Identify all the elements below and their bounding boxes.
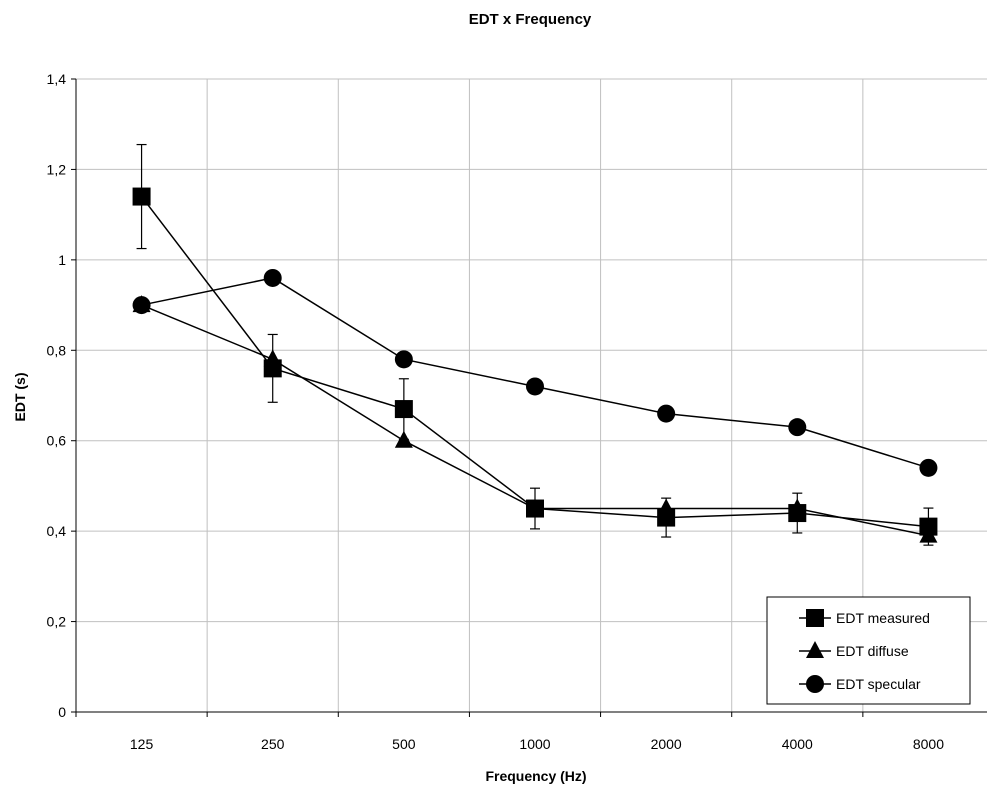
legend-label: EDT diffuse — [836, 643, 909, 659]
data-point — [263, 359, 282, 378]
data-point — [526, 499, 544, 518]
data-point — [657, 404, 676, 423]
data-point — [394, 400, 413, 419]
legend-marker — [806, 641, 824, 658]
x-tick-label: 8000 — [913, 736, 944, 752]
x-tick-label: 4000 — [782, 736, 813, 752]
y-tick-label: 0,6 — [47, 433, 67, 449]
y-tick-label: 0 — [58, 704, 66, 720]
legend-label: EDT specular — [836, 676, 921, 692]
y-tick-label: 1,4 — [47, 71, 67, 87]
y-axis-title: EDT (s) — [12, 373, 28, 422]
series-edt-measured — [132, 143, 938, 546]
y-tick-label: 0,8 — [47, 342, 67, 358]
data-point — [132, 295, 151, 313]
grid — [76, 78, 987, 712]
legend-item: EDT diffuse — [799, 641, 909, 659]
y-ticks: 0 0,2 0,4 0,6 0,8 1 1,2 1,4 — [47, 71, 76, 720]
x-tick-label: 250 — [261, 736, 285, 752]
x-tick-label: 2000 — [651, 736, 682, 752]
legend: EDT measured EDT diffuse EDT specular — [766, 596, 971, 705]
legend-item: EDT measured — [799, 609, 930, 627]
data-point — [788, 418, 807, 437]
y-tick-label: 1 — [58, 252, 66, 268]
data-point — [263, 268, 282, 287]
x-tick-label: 125 — [130, 736, 154, 752]
data-point — [526, 377, 544, 396]
y-tick-label: 1,2 — [47, 161, 67, 177]
axes — [75, 79, 987, 713]
legend-item: EDT specular — [799, 675, 921, 693]
series — [132, 143, 938, 546]
data-point — [394, 350, 413, 369]
y-tick-label: 0,4 — [47, 523, 67, 539]
legend-marker — [806, 675, 824, 693]
x-axis-title: Frequency (Hz) — [485, 768, 586, 784]
x-tick-label: 1000 — [519, 736, 550, 752]
data-point — [919, 458, 938, 477]
series-edt-specular — [132, 268, 938, 477]
data-point — [919, 517, 938, 536]
x-tick-label: 500 — [392, 736, 416, 752]
chart-title: EDT x Frequency — [469, 11, 592, 28]
legend-label: EDT measured — [836, 610, 930, 626]
y-tick-label: 0,2 — [47, 614, 67, 630]
x-ticks: 125 250 500 1000 2000 4000 8000 — [75, 712, 944, 752]
data-point — [788, 504, 807, 523]
legend-marker — [806, 609, 824, 627]
data-point — [657, 508, 676, 527]
data-point — [132, 187, 151, 206]
